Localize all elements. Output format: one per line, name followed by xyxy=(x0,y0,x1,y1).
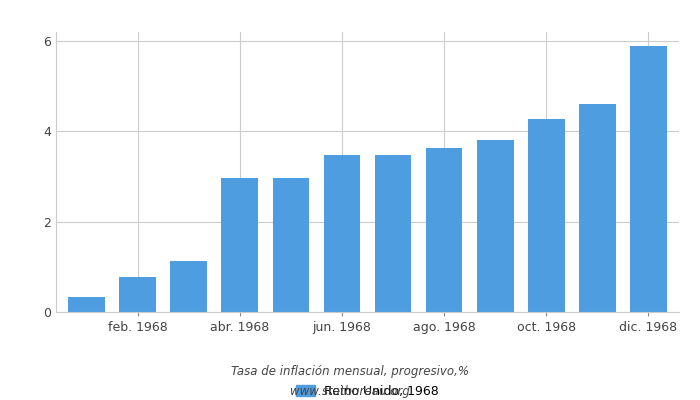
Bar xyxy=(69,297,105,312)
Bar xyxy=(323,155,360,312)
Bar xyxy=(528,119,565,312)
Bar xyxy=(477,140,514,312)
Bar xyxy=(170,262,207,312)
Bar xyxy=(221,178,258,312)
Bar xyxy=(119,277,156,312)
Text: Tasa de inflación mensual, progresivo,%: Tasa de inflación mensual, progresivo,% xyxy=(231,366,469,378)
Bar xyxy=(579,104,616,312)
Bar xyxy=(272,178,309,312)
Text: www.statbureau.org: www.statbureau.org xyxy=(290,386,410,398)
Bar xyxy=(630,46,666,312)
Bar xyxy=(426,148,463,312)
Legend: Reino Unido, 1968: Reino Unido, 1968 xyxy=(290,380,444,400)
Bar xyxy=(374,155,412,312)
